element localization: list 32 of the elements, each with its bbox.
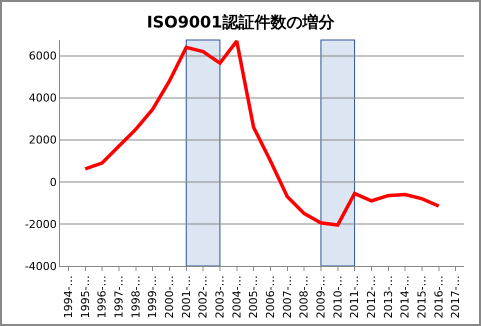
x-tick-label: 2012-… [364,275,378,318]
chart-title: ISO9001認証件数の増分 [146,12,336,32]
x-tick-label: 2013-… [382,275,395,318]
x-tick-label: 2005-… [247,275,260,318]
y-tick-label: -2000 [24,218,57,231]
x-tick-label: 2015-… [415,275,428,318]
x-tick-label: 1994-… [62,275,75,318]
x-tick-label: 2014-… [398,275,412,318]
x-tick-label: 2010-… [331,275,344,318]
x-tick-label: 2007-… [280,275,294,318]
x-tick-label: 2001-… [180,275,193,318]
x-tick-label: 2016-… [432,275,446,318]
x-tick-label: 2000-… [162,275,176,318]
x-tick-label: 1998-… [129,275,142,318]
x-tick-label: 2004-… [230,275,244,318]
line-series [84,40,440,227]
x-tick-label: 2011-… [348,275,362,318]
x-tick-label: 2009-… [314,275,328,318]
y-tick-label: -4000 [24,260,57,273]
x-tick-label: 2006-… [264,275,277,318]
x-tick-label: 2003-… [213,275,226,318]
x-tick-label: 1995-… [78,275,92,318]
y-tick-label: 6000 [28,50,57,63]
y-tick-label: 4000 [28,92,57,105]
y-tick-label: 2000 [28,134,57,147]
x-tick-label: 1999-… [146,275,160,318]
x-tick-label: 2002-… [196,275,210,318]
x-tick-label: 2017-… [449,275,462,318]
x-tick-label: 1997-… [112,275,126,318]
x-tick-label: 2008-… [298,275,311,318]
x-tick-label: 1996-… [96,275,109,318]
y-tick-label: 0 [50,176,57,189]
